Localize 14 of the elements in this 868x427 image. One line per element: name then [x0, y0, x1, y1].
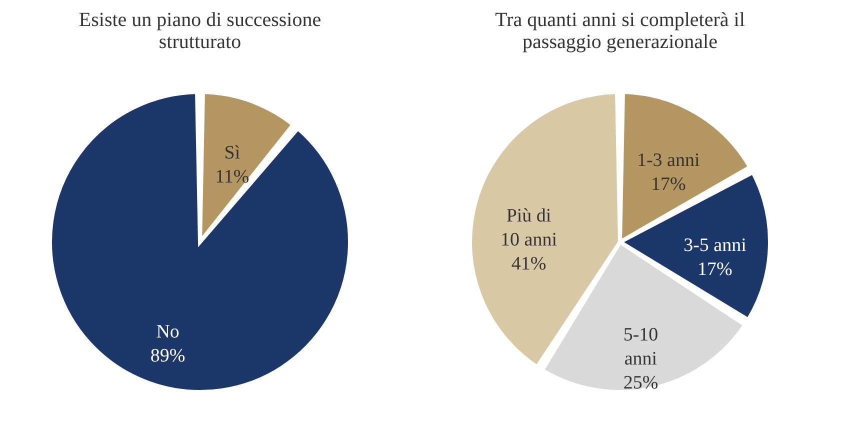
data-label: 11% [215, 166, 250, 188]
slice-label: 5-10 anni [623, 324, 658, 370]
slice-label: No [156, 321, 180, 342]
slice-label: 1-3 anni [636, 150, 700, 172]
data-label: 17% [650, 174, 686, 196]
chart-title: Esiste un piano di successione strutturato [78, 9, 322, 53]
data-label: 41% [511, 253, 546, 274]
slice-label: Sì [224, 142, 240, 164]
data-label: 17% [698, 258, 733, 280]
data-label: 89% [150, 345, 186, 366]
slice-label: 3-5 anni [684, 234, 746, 256]
slice-label: Più di 10 anni [500, 205, 558, 250]
data-label: 25% [623, 372, 658, 394]
chart-title: Tra quanti anni si completerà il passaggio generazionale [495, 9, 746, 53]
